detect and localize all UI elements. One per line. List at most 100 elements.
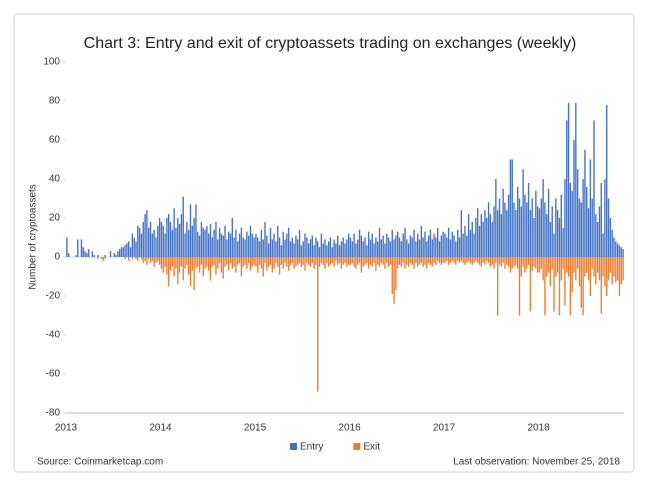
bar bbox=[286, 257, 288, 267]
bar bbox=[260, 257, 263, 269]
bar bbox=[193, 218, 195, 257]
bar bbox=[611, 229, 613, 257]
bar bbox=[124, 257, 126, 259]
bar bbox=[411, 257, 413, 265]
bar bbox=[237, 241, 239, 257]
bar bbox=[391, 257, 393, 295]
bar bbox=[389, 241, 392, 257]
bar bbox=[507, 194, 510, 257]
bar bbox=[309, 257, 312, 267]
bar bbox=[202, 257, 204, 277]
x-tick-label: 2017 bbox=[433, 423, 456, 434]
bar bbox=[162, 257, 164, 273]
bar bbox=[422, 237, 424, 257]
y-tick-label: 20 bbox=[49, 213, 61, 224]
bar bbox=[578, 198, 581, 257]
y-tick-label: -60 bbox=[46, 369, 61, 380]
bar bbox=[298, 257, 301, 263]
bar bbox=[473, 233, 475, 257]
bar bbox=[349, 257, 352, 265]
bar bbox=[420, 225, 423, 257]
bar bbox=[600, 257, 602, 314]
bar bbox=[282, 257, 284, 269]
bar bbox=[400, 241, 403, 257]
bar bbox=[146, 210, 148, 257]
bar bbox=[277, 257, 279, 267]
bar bbox=[558, 218, 561, 257]
bar bbox=[146, 257, 148, 265]
bar bbox=[487, 257, 490, 263]
bar bbox=[580, 257, 582, 308]
bar bbox=[100, 257, 103, 259]
bar bbox=[264, 221, 266, 257]
bar bbox=[337, 235, 339, 257]
bar bbox=[180, 257, 183, 267]
bar bbox=[469, 229, 472, 257]
bar bbox=[269, 257, 272, 265]
bar bbox=[168, 257, 170, 287]
bar bbox=[607, 257, 610, 281]
bar bbox=[566, 257, 568, 273]
bar bbox=[366, 257, 368, 263]
bar bbox=[397, 257, 399, 269]
bar bbox=[620, 257, 622, 285]
bar bbox=[415, 257, 417, 263]
bar bbox=[266, 235, 268, 257]
bar bbox=[540, 198, 542, 257]
bar bbox=[400, 257, 403, 267]
bar bbox=[404, 257, 406, 269]
bar bbox=[251, 233, 253, 257]
bar bbox=[324, 239, 326, 257]
bar bbox=[295, 235, 297, 257]
bar bbox=[444, 233, 446, 257]
bar bbox=[551, 206, 553, 257]
bar bbox=[522, 169, 524, 257]
bar bbox=[406, 239, 408, 257]
bar bbox=[109, 251, 112, 257]
bar bbox=[591, 257, 593, 269]
bar bbox=[91, 251, 94, 257]
bar bbox=[531, 257, 533, 271]
bar bbox=[367, 231, 370, 257]
bar bbox=[424, 231, 426, 257]
bar bbox=[357, 257, 359, 265]
bar bbox=[587, 257, 590, 281]
bar bbox=[144, 214, 146, 257]
bar bbox=[456, 229, 459, 257]
bar bbox=[189, 204, 192, 257]
y-tick-label: 60 bbox=[49, 135, 61, 146]
bar bbox=[371, 257, 373, 267]
bar bbox=[604, 179, 606, 257]
bar bbox=[511, 257, 513, 269]
bar bbox=[566, 120, 568, 257]
bar bbox=[182, 196, 184, 257]
bar bbox=[337, 257, 339, 265]
bar bbox=[496, 257, 499, 316]
bar bbox=[482, 257, 484, 263]
bar bbox=[247, 235, 250, 257]
bar bbox=[551, 257, 553, 269]
bar bbox=[422, 257, 424, 267]
bar bbox=[347, 233, 350, 257]
bar bbox=[409, 235, 412, 257]
bar bbox=[469, 257, 472, 263]
bar bbox=[569, 182, 572, 257]
bar bbox=[187, 229, 190, 257]
bar bbox=[149, 257, 152, 263]
bar bbox=[362, 241, 364, 257]
bar bbox=[620, 247, 622, 257]
bar bbox=[402, 257, 404, 263]
bar bbox=[322, 257, 324, 265]
bar bbox=[173, 208, 175, 257]
bar bbox=[616, 243, 619, 257]
bar bbox=[242, 257, 244, 267]
bar bbox=[227, 231, 230, 257]
bar bbox=[235, 257, 237, 273]
bar bbox=[278, 257, 281, 275]
bar bbox=[364, 257, 366, 265]
bar bbox=[433, 233, 435, 257]
bar bbox=[516, 257, 519, 269]
bar bbox=[476, 257, 479, 263]
bar bbox=[386, 257, 388, 263]
bar bbox=[618, 257, 621, 296]
